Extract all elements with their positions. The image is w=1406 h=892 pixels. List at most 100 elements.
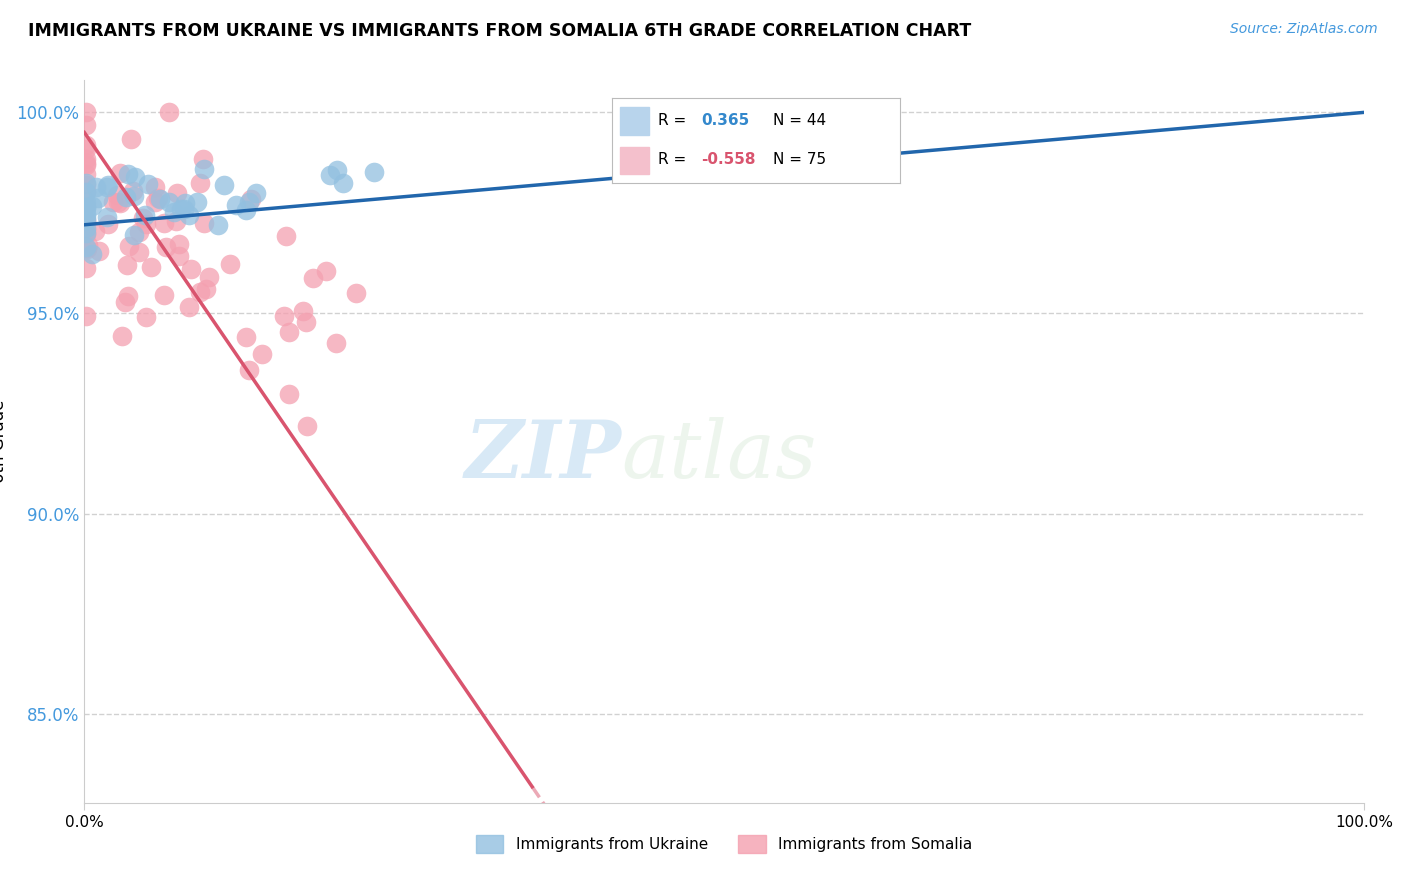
Point [75,167,97,181]
Point [148,192,170,206]
Text: R =: R = [658,153,690,168]
Point [173,202,195,216]
Point [75,241,97,255]
Point [325,336,347,351]
Point [302,271,325,285]
Point [188,285,211,300]
Point [155,239,177,253]
Point [75,178,97,192]
Point [75,227,97,241]
Point [75,213,97,227]
Point [75,210,97,224]
Point [134,208,156,222]
Point [120,131,142,145]
Text: -0.558: -0.558 [702,153,755,168]
Point [107,195,129,210]
Point [87,191,110,205]
Point [77,238,100,252]
Text: R =: R = [658,113,690,128]
Point [188,177,211,191]
Point [75,105,97,120]
Point [235,330,257,344]
Point [186,194,208,209]
Point [122,189,145,203]
Point [166,186,188,201]
Point [139,260,162,275]
Point [101,195,124,210]
Point [75,197,97,211]
Point [111,329,134,343]
Point [332,176,354,190]
Point [193,216,215,230]
Point [157,105,180,120]
Y-axis label: 6th Grade: 6th Grade [0,400,8,483]
Point [146,191,169,205]
Point [143,180,166,194]
Point [153,287,176,301]
Point [117,289,139,303]
Point [315,264,337,278]
Point [219,257,242,271]
Point [96,179,118,194]
Point [75,158,97,172]
Point [169,249,191,263]
Point [295,419,318,434]
Point [97,217,120,231]
Point [238,362,260,376]
Point [225,197,247,211]
Point [75,221,97,235]
Point [143,194,166,209]
Point [325,162,347,177]
Point [96,210,118,224]
Text: N = 44: N = 44 [773,113,827,128]
FancyBboxPatch shape [620,147,650,175]
Point [115,258,138,272]
Point [80,247,103,261]
Point [174,196,197,211]
Point [207,218,229,232]
Point [128,244,150,259]
Point [75,176,97,190]
Point [212,178,235,193]
Point [114,294,136,309]
Point [319,168,342,182]
Point [122,184,145,198]
Point [193,162,215,177]
Point [122,228,145,243]
Point [274,229,297,244]
Point [118,239,141,253]
Point [239,192,262,206]
FancyBboxPatch shape [620,107,650,135]
Point [238,195,260,210]
Point [194,283,217,297]
Point [235,203,257,218]
Point [107,187,129,202]
Point [177,300,200,314]
Text: 0.365: 0.365 [702,113,749,128]
Point [197,269,219,284]
Point [75,200,97,214]
Text: atlas: atlas [621,417,817,495]
Legend: Immigrants from Ukraine, Immigrants from Somalia: Immigrants from Ukraine, Immigrants from… [468,827,980,860]
Point [110,196,132,211]
Point [180,261,202,276]
Point [75,240,97,254]
Point [277,325,299,339]
Text: N = 75: N = 75 [773,153,827,168]
Point [135,310,157,324]
Point [75,223,97,237]
Point [87,244,110,258]
Point [75,185,97,199]
Point [250,346,273,360]
Point [245,186,267,200]
Point [291,303,314,318]
Point [163,205,186,219]
Point [273,309,295,323]
Point [278,386,301,401]
Point [75,186,97,200]
Point [75,118,97,132]
Point [363,165,385,179]
Point [75,202,97,216]
Point [86,179,108,194]
Point [75,156,97,170]
